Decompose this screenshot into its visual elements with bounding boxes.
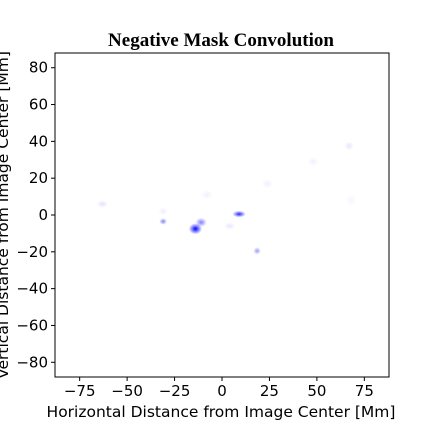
chart-title: Negative Mask Convolution <box>108 30 334 51</box>
x-tick-label: −75 <box>64 382 96 400</box>
plot-area <box>55 53 389 377</box>
x-tick-label: −25 <box>159 382 191 400</box>
heatmap-blob <box>307 157 319 167</box>
x-tick-label: 25 <box>260 382 279 400</box>
heatmap-blob <box>201 190 213 200</box>
x-axis: −75 −50 −25 0 25 50 75 <box>64 377 374 400</box>
heatmap-blob <box>232 210 246 218</box>
heatmap-blob <box>96 200 109 208</box>
x-tick-label: 0 <box>217 382 227 400</box>
heatmap-blob <box>344 141 354 151</box>
heatmap-blob <box>253 247 261 255</box>
x-tick-label: −50 <box>111 382 143 400</box>
x-axis-label: Horizontal Distance from Image Center [M… <box>47 403 396 421</box>
heatmap-blob <box>159 218 167 225</box>
y-tick-label: 0 <box>38 206 48 224</box>
y-tick-label: −80 <box>16 353 48 371</box>
y-axis-label: Vertical Distance from Image Center [Mm] <box>0 51 12 379</box>
heatmap-blob <box>223 222 236 230</box>
heatmap-blob <box>345 194 357 206</box>
heatmap-layer <box>96 141 357 255</box>
heatmap-blob <box>158 207 168 215</box>
x-tick-label: 75 <box>355 382 374 400</box>
y-tick-label: −20 <box>16 243 48 261</box>
heatmap-blob <box>195 217 207 227</box>
heatmap-blob <box>261 179 274 189</box>
y-tick-label: 60 <box>29 96 48 114</box>
y-tick-label: 80 <box>29 59 48 77</box>
y-axis: −80 −60 −40 −20 0 20 40 60 80 <box>16 59 55 371</box>
y-tick-label: −40 <box>16 280 48 298</box>
y-tick-label: 40 <box>29 132 48 150</box>
x-tick-label: 50 <box>307 382 326 400</box>
y-tick-label: −60 <box>16 316 48 334</box>
y-tick-label: 20 <box>29 169 48 187</box>
